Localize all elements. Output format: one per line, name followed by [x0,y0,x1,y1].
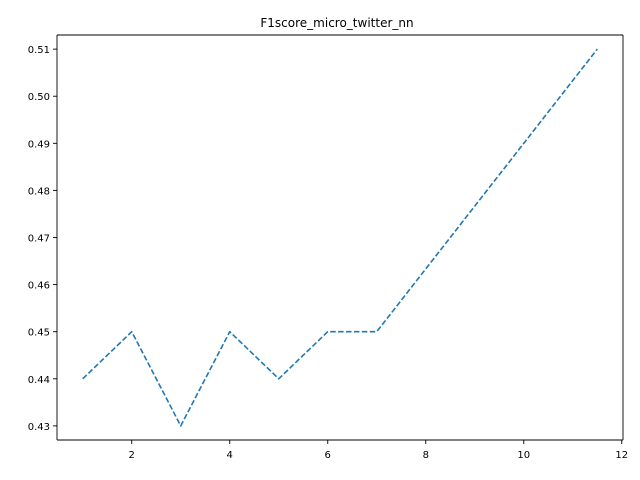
chart-title: F1score_micro_twitter_nn [260,16,413,30]
y-tick-label: 0.49 [28,139,50,150]
y-tick-label: 0.48 [28,186,50,197]
y-tick-label: 0.47 [28,234,50,245]
x-tick-label: 4 [227,450,233,461]
x-tick-label: 10 [517,450,530,461]
y-tick-label: 0.45 [28,328,50,339]
y-tick-label: 0.43 [28,422,50,433]
plot-area: 2 4 6 8 10 12 0.43 0.44 0.45 0.46 0.47 0.48 0.49 0.50… [28,34,628,461]
y-tick-label: 0.51 [28,45,50,56]
x-tick-label: 2 [129,450,135,461]
x-tick-label: 12 [615,450,628,461]
x-tick-label: 6 [325,450,331,461]
y-tick-label: 0.46 [28,281,50,292]
y-tick-label: 0.44 [28,375,50,386]
x-tick-label: 8 [423,450,429,461]
y-tick-label: 0.50 [28,92,50,103]
